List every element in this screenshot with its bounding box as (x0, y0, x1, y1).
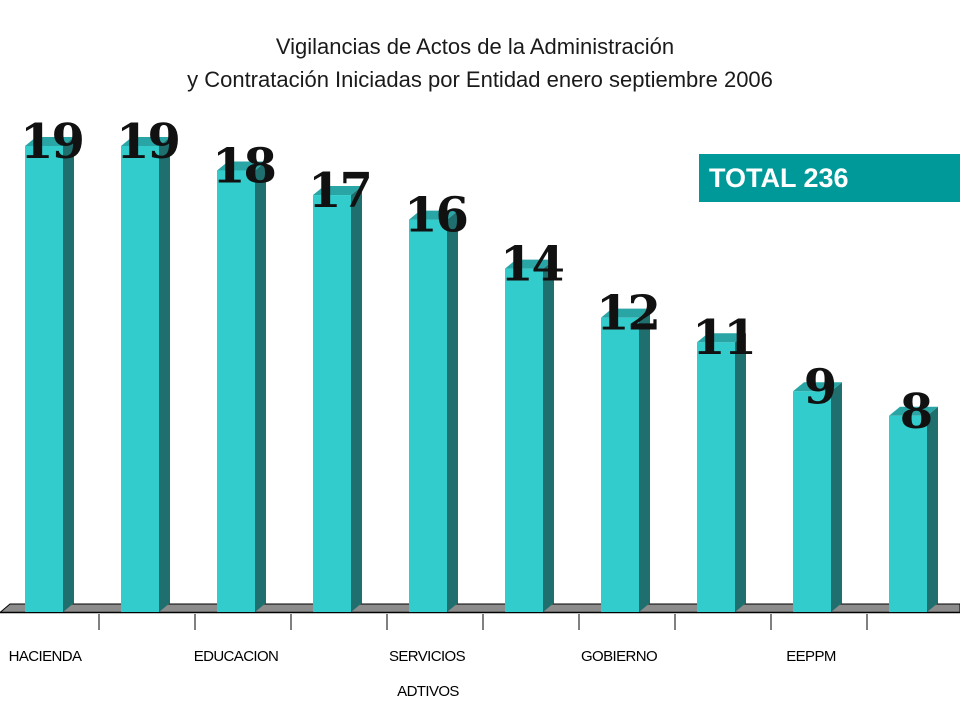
x-category-label: SERVICIOS (389, 648, 466, 665)
bar-front-10 (889, 415, 927, 612)
bar-top-7 (601, 308, 650, 318)
bar-side-2 (159, 137, 170, 612)
bar-side-8 (735, 333, 746, 612)
data-label-1: 19 (20, 114, 83, 170)
bar-top-1 (25, 137, 74, 146)
bar-side-7 (639, 308, 650, 612)
chart-title-line-1: Vigilancias de Actos de la Administració… (275, 34, 675, 59)
bar-top-3 (217, 161, 266, 171)
data-label-5: 16 (404, 188, 467, 244)
bar-10 (889, 406, 938, 612)
x-category-label: GOBIERNO (581, 648, 657, 665)
bar-top-2 (121, 137, 170, 146)
x-category-label-row2: ADTIVOS (397, 683, 459, 700)
bar-front-9 (793, 391, 831, 612)
bar-top-4 (313, 186, 362, 196)
bar-top-8 (697, 333, 746, 343)
bar-top-6 (505, 259, 554, 269)
bar-top-9 (793, 382, 842, 392)
data-label-7: 12 (596, 286, 659, 342)
bar-top-5 (409, 210, 458, 220)
total-annotation: TOTAL 236 (699, 154, 960, 202)
bar-side-9 (831, 382, 842, 612)
bar-front-4 (313, 195, 351, 613)
data-label-2: 19 (116, 114, 179, 170)
bar-side-1 (63, 137, 74, 612)
x-category-label: EEPPM (786, 648, 836, 665)
data-label-4: 17 (308, 163, 371, 219)
bar-front-5 (409, 219, 447, 612)
bar-front-7 (601, 317, 639, 612)
bar-side-10 (927, 406, 938, 612)
data-label-10: 8 (900, 384, 931, 440)
bar-1 (25, 137, 74, 612)
x-category-label: EDUCACION (194, 648, 279, 665)
bar-8 (697, 333, 746, 612)
bar-7 (601, 308, 650, 612)
chart-title-line-2: y Contratación Iniciadas por Entidad ene… (187, 67, 773, 92)
x-axis: HACIENDA EDUCACION SERVICIOS GOBIERNO EEPPM A… (9, 614, 868, 700)
bar-side-3 (255, 161, 266, 613)
data-label-3: 18 (212, 139, 275, 195)
data-labels-group: 19 19 18 17 16 14 12 11 9 8 (20, 114, 933, 440)
bar-front-2 (121, 146, 159, 612)
bar-side-5 (447, 210, 458, 612)
bar-side-4 (351, 186, 362, 613)
bar-6 (505, 259, 554, 612)
data-label-8: 11 (692, 310, 755, 366)
data-label-9: 9 (804, 359, 835, 415)
bar-side-6 (543, 259, 554, 612)
bar-front-1 (25, 146, 63, 612)
bar-9 (793, 382, 842, 612)
bar-2 (121, 137, 170, 612)
data-label-6: 14 (500, 237, 563, 293)
bar-5 (409, 210, 458, 612)
bar-4 (313, 186, 362, 613)
bar-front-3 (217, 170, 255, 613)
bar-top-10 (889, 406, 938, 416)
bars-group (25, 137, 938, 613)
x-category-label: HACIENDA (9, 648, 82, 665)
bar-3 (217, 161, 266, 613)
bar-front-6 (505, 268, 543, 612)
bar-front-8 (697, 342, 735, 612)
